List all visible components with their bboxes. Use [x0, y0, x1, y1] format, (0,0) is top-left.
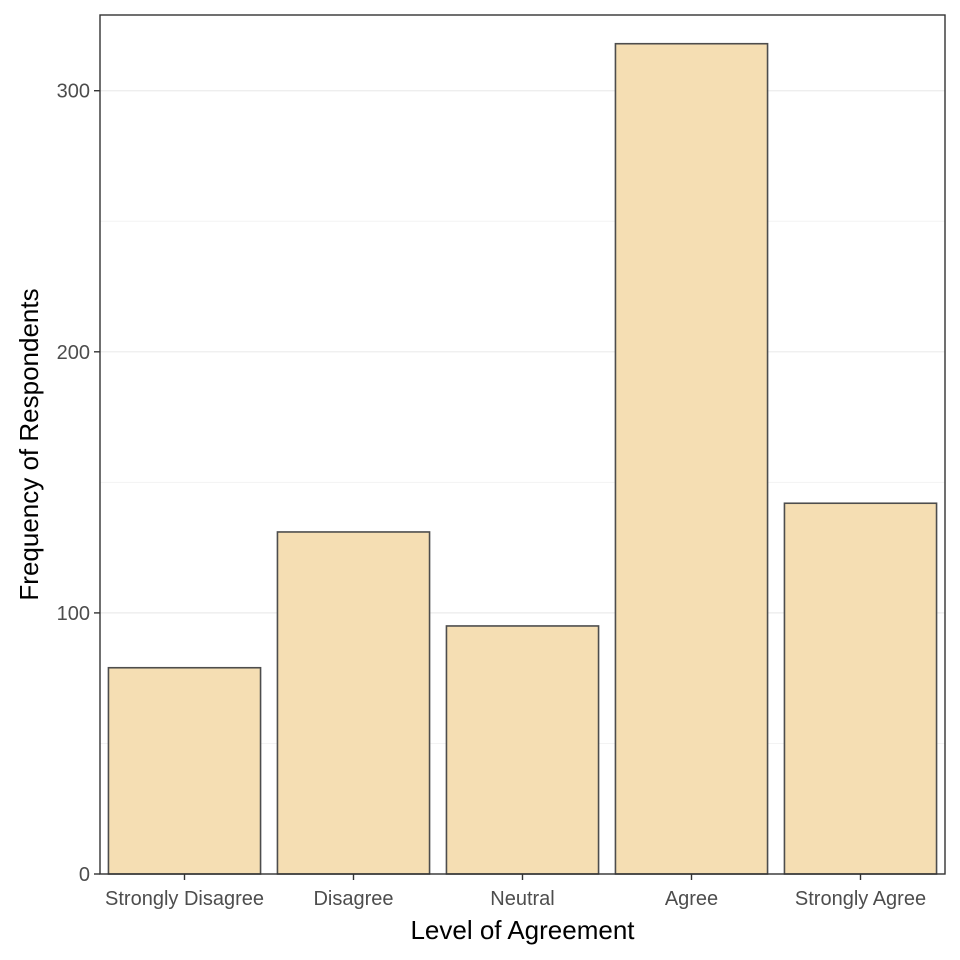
bar-neutral — [445, 625, 600, 875]
y-tick-label: 200 — [57, 342, 90, 364]
y-tick-label: 300 — [57, 81, 90, 103]
bar-agree — [614, 42, 769, 875]
x-axis-title: Level of Agreement — [410, 915, 635, 945]
y-axis-title: Frequency of Respondents — [14, 288, 44, 600]
x-tick-label: Agree — [665, 888, 718, 910]
y-axis-ticks: 0 100 200 300 — [57, 81, 100, 886]
y-tick-label: 0 — [79, 864, 90, 886]
y-tick-label: 100 — [57, 603, 90, 625]
bar-strongly-disagree — [107, 666, 262, 875]
x-tick-label: Strongly Agree — [795, 888, 926, 910]
x-tick-label: Strongly Disagree — [105, 888, 264, 910]
x-tick-label: Neutral — [490, 888, 554, 910]
x-tick-label: Disagree — [313, 888, 393, 910]
bar-disagree — [276, 531, 431, 875]
x-axis-ticks: Strongly Disagree Disagree Neutral Agree Str… — [105, 874, 926, 910]
bars-layer — [107, 42, 938, 875]
bar-strongly-agree — [783, 502, 938, 875]
